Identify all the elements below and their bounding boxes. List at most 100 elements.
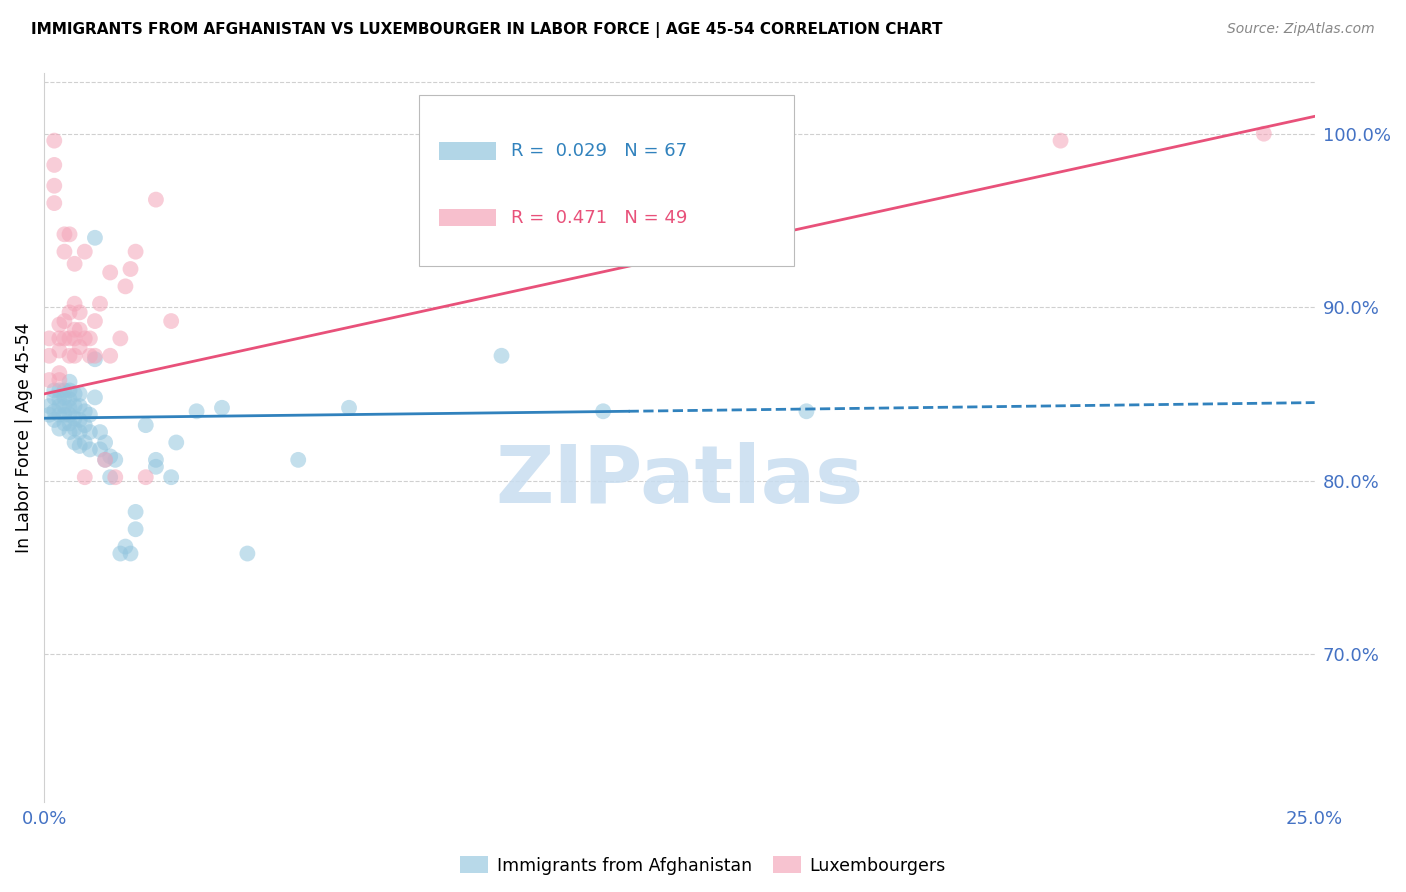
Point [69,413,91,427]
Point [48,318,70,332]
Point [94,435,117,450]
Point [48,384,70,398]
Text: R =  0.471   N = 49: R = 0.471 N = 49 [512,209,688,227]
Text: Source: ZipAtlas.com: Source: ZipAtlas.com [1227,22,1375,37]
Point [124,244,146,259]
Point [114,279,136,293]
Point [63,296,86,310]
Point [135,470,157,484]
Point [63,331,86,345]
Point [94,453,117,467]
Text: R =  0.029   N = 67: R = 0.029 N = 67 [512,143,688,161]
Point [69,387,91,401]
Point [48,422,70,436]
Point [89,425,111,439]
Point [58,305,80,319]
Point [1253,127,1275,141]
Point [84,352,107,367]
Point [160,470,183,484]
Point [69,340,91,354]
Point [63,411,86,425]
Point [48,331,70,345]
Point [337,401,360,415]
Point [135,418,157,433]
Point [58,227,80,242]
FancyBboxPatch shape [419,95,794,266]
Point [69,323,91,337]
Point [120,262,142,277]
Point [53,227,76,242]
Point [53,391,76,405]
Point [73,244,96,259]
Point [73,435,96,450]
Point [110,547,132,561]
Point [53,244,76,259]
Point [58,425,80,439]
Point [69,305,91,319]
Point [120,547,142,561]
Point [63,349,86,363]
Point [58,375,80,389]
Point [38,399,60,413]
Point [491,349,513,363]
Point [84,314,107,328]
Point [1049,134,1071,148]
Point [38,373,60,387]
Point [287,453,309,467]
Text: IMMIGRANTS FROM AFGHANISTAN VS LUXEMBOURGER IN LABOR FORCE | AGE 45-54 CORRELATI: IMMIGRANTS FROM AFGHANISTAN VS LUXEMBOUR… [31,22,942,38]
Point [98,470,121,484]
Point [48,373,70,387]
Point [44,178,66,193]
Point [44,391,66,405]
Point [84,231,107,245]
Point [63,323,86,337]
Point [104,470,127,484]
Point [79,349,101,363]
Point [53,417,76,431]
Point [53,384,76,398]
Point [796,404,818,418]
Point [58,392,80,406]
Point [38,408,60,422]
Point [63,435,86,450]
Point [114,540,136,554]
Point [145,453,167,467]
Point [592,404,614,418]
Point [63,422,86,436]
Point [73,404,96,418]
Point [89,296,111,310]
Point [44,134,66,148]
Point [79,425,101,439]
Point [84,349,107,363]
Point [58,401,80,415]
Point [145,193,167,207]
Point [63,399,86,413]
FancyBboxPatch shape [439,142,496,160]
Point [236,547,259,561]
Point [38,349,60,363]
Point [63,387,86,401]
Point [165,435,187,450]
Point [79,408,101,422]
Point [44,404,66,418]
Point [48,366,70,380]
Point [211,401,233,415]
Point [53,314,76,328]
Point [48,408,70,422]
Point [124,505,146,519]
Point [44,158,66,172]
Y-axis label: In Labor Force | Age 45-54: In Labor Force | Age 45-54 [15,322,32,552]
Point [58,349,80,363]
Point [48,399,70,413]
Point [44,196,66,211]
Point [94,453,117,467]
Point [145,459,167,474]
Text: ZIPatlas: ZIPatlas [495,442,863,520]
Point [44,384,66,398]
Point [58,384,80,398]
Point [79,442,101,457]
Point [58,417,80,431]
Point [98,265,121,279]
Point [98,450,121,464]
Point [53,399,76,413]
